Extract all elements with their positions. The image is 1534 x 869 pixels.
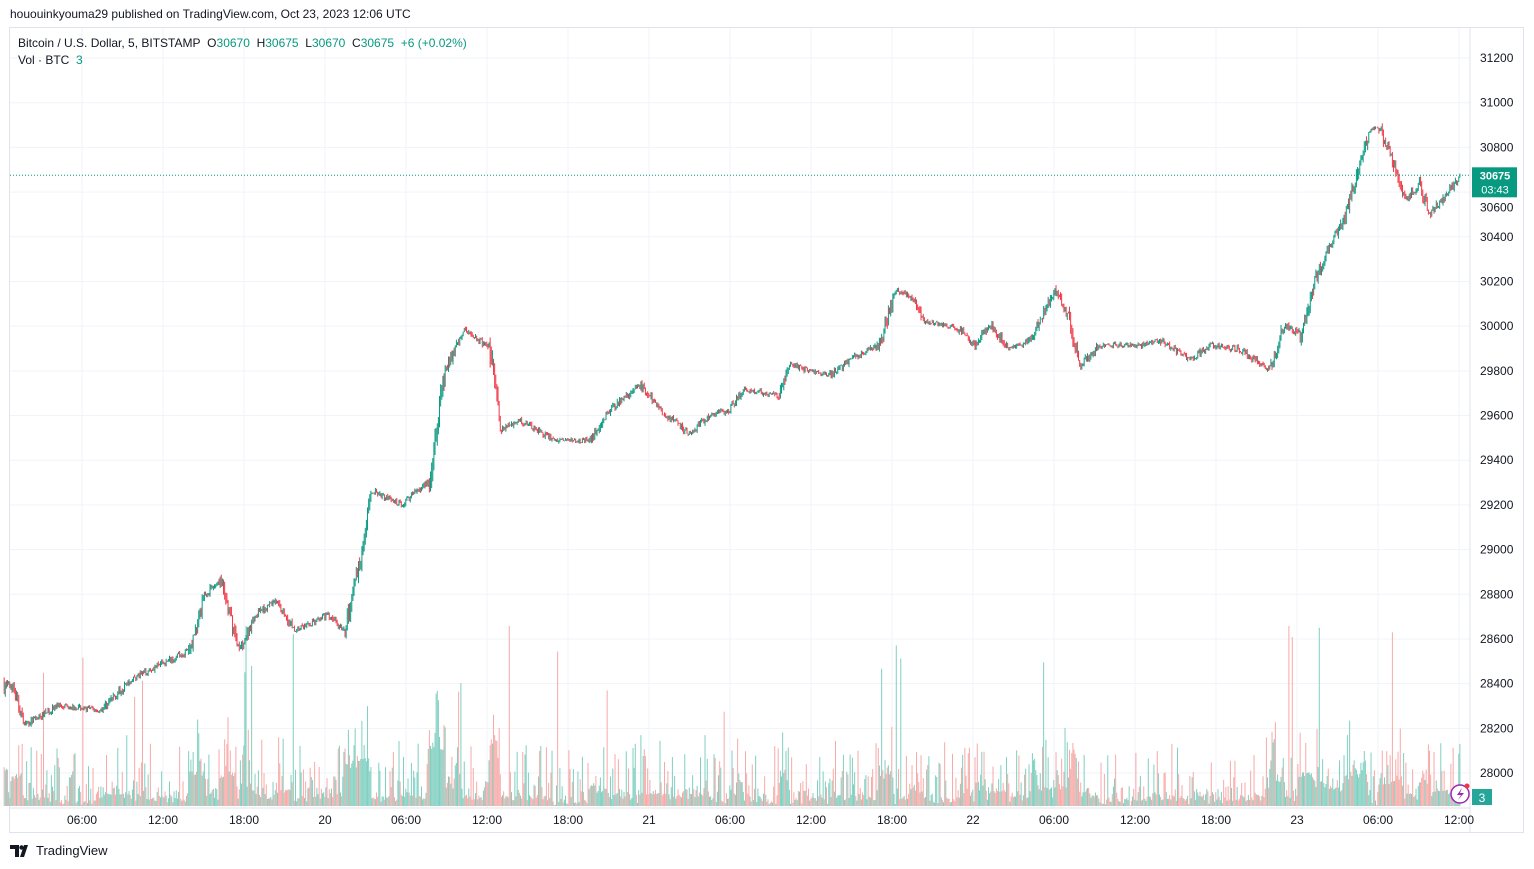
publisher-line: hououinkyouma29 published on TradingView… [10, 7, 411, 21]
time-tick-label: 18:00 [1201, 813, 1231, 827]
price-tick-label: 28400 [1480, 677, 1514, 691]
legend-volume-row: Vol · BTC 3 [18, 52, 467, 69]
time-tick-label: 06:00 [391, 813, 421, 827]
volume-badge [1472, 789, 1492, 805]
time-tick-label: 12:00 [1444, 813, 1474, 827]
low-value: 30670 [311, 36, 346, 50]
volume-label[interactable]: Vol · BTC [18, 53, 70, 67]
brand-name: TradingView [36, 843, 108, 858]
time-tick-label: 18:00 [229, 813, 259, 827]
lightning-bolt-icon[interactable] [1450, 783, 1470, 804]
time-tick-label: 12:00 [148, 813, 178, 827]
time-tick-label: 18:00 [877, 813, 907, 827]
last-price-text: 30675 [1480, 170, 1511, 182]
legend: Bitcoin / U.S. Dollar, 5, BITSTAMP O3067… [18, 35, 467, 69]
change-value: +6 (+0.02%) [400, 36, 467, 50]
price-tick-label: 29200 [1480, 498, 1514, 512]
price-tick-label: 31200 [1480, 51, 1514, 65]
open-value: 30670 [216, 36, 250, 50]
volume-bars [3, 626, 1461, 806]
price-tick-label: 30400 [1480, 230, 1514, 244]
price-tick-label: 30000 [1480, 319, 1514, 333]
time-tick-label: 20 [318, 813, 332, 827]
time-tick-label: 22 [966, 813, 980, 827]
close-value: 30675 [360, 36, 395, 50]
price-tick-label: 28600 [1480, 632, 1514, 646]
price-tick-label: 30200 [1480, 274, 1514, 288]
time-tick-label: 06:00 [715, 813, 745, 827]
time-tick-label: 12:00 [796, 813, 826, 827]
price-tick-label: 29400 [1480, 453, 1514, 467]
symbol-name[interactable]: Bitcoin / U.S. Dollar, 5, BITSTAMP [18, 36, 201, 50]
time-tick-label: 23 [1290, 813, 1304, 827]
high-value: 30675 [265, 36, 299, 50]
price-tick-label: 31000 [1480, 96, 1514, 110]
time-tick-label: 06:00 [1363, 813, 1393, 827]
price-tick-label: 30800 [1480, 140, 1514, 154]
last-price-badge [1472, 167, 1517, 198]
price-tick-label: 29000 [1480, 543, 1514, 557]
time-tick-label: 06:00 [1039, 813, 1069, 827]
volume-value: 3 [76, 53, 83, 67]
volume-badge-text: 3 [1479, 791, 1486, 805]
candles [3, 123, 1461, 728]
time-tick-label: 06:00 [67, 813, 97, 827]
chart-frame [9, 27, 1524, 833]
price-tick-label: 28200 [1480, 721, 1514, 735]
time-tick-label: 12:00 [1120, 813, 1150, 827]
footer-logo[interactable]: TradingView [10, 843, 108, 858]
price-axis: 28000 28200 28400 28600 28800 29000 29200 29400… [1480, 51, 1514, 780]
price-tick-label: 29600 [1480, 409, 1514, 423]
legend-main-row: Bitcoin / U.S. Dollar, 5, BITSTAMP O3067… [18, 36, 467, 50]
grid [10, 28, 1471, 833]
time-tick-label: 18:00 [553, 813, 583, 827]
countdown-text: 03:43 [1481, 184, 1509, 196]
price-tick-label: 28000 [1480, 766, 1514, 780]
tradingview-logo-icon [10, 844, 28, 857]
time-axis: 06:00 12:00 18:00 20 06:00 12:00 18:00 21 06:00 1… [67, 813, 1474, 827]
price-tick-label: 30600 [1480, 200, 1514, 214]
price-tick-label: 29800 [1480, 364, 1514, 378]
time-tick-label: 12:00 [472, 813, 502, 827]
price-tick-label: 28800 [1480, 587, 1514, 601]
time-tick-label: 21 [642, 813, 656, 827]
